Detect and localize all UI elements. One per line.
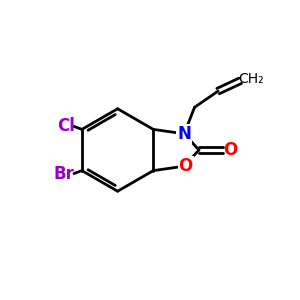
Text: Cl: Cl <box>57 117 75 135</box>
Text: CH₂: CH₂ <box>238 72 264 86</box>
Text: O: O <box>224 141 238 159</box>
Text: N: N <box>177 125 191 143</box>
Text: Br: Br <box>54 165 75 183</box>
Text: O: O <box>178 157 193 175</box>
